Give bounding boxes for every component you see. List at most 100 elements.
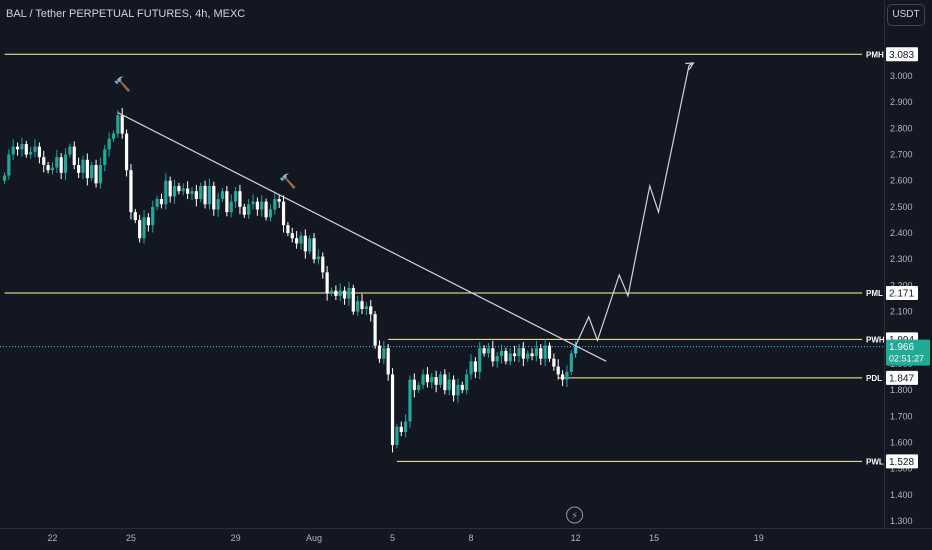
candle-body xyxy=(325,272,329,294)
candle-body xyxy=(277,199,281,202)
candle-body xyxy=(513,353,517,357)
candle-body xyxy=(172,185,177,197)
candle-body xyxy=(107,138,111,150)
candle-body xyxy=(133,212,137,220)
candle-body xyxy=(116,115,120,134)
candle-body xyxy=(386,348,390,375)
candle-body xyxy=(15,146,20,150)
candle-body xyxy=(539,348,543,359)
candle-body xyxy=(124,133,129,171)
candle-body xyxy=(390,374,395,446)
candle-body xyxy=(220,191,225,200)
trend-line xyxy=(117,112,607,362)
candle-body xyxy=(534,348,539,357)
candle-body xyxy=(181,188,185,192)
price-tick-label: 3.000 xyxy=(890,71,913,81)
current-price-value: 1.966 xyxy=(889,342,914,353)
candle-body xyxy=(199,185,203,200)
candle-body xyxy=(111,133,116,139)
candle-body xyxy=(447,379,451,391)
candle-body xyxy=(94,165,98,184)
candle-body xyxy=(565,371,569,380)
currency-button[interactable]: USDT xyxy=(887,4,925,26)
candle-body xyxy=(495,356,499,362)
candle-body xyxy=(225,191,229,213)
candle-body xyxy=(50,167,55,171)
hammer-icon: 🔨 xyxy=(114,76,131,93)
candle-body xyxy=(547,345,552,359)
price-tick-label: 1.800 xyxy=(890,385,913,395)
candle-body xyxy=(369,306,373,315)
candle-body xyxy=(155,199,159,207)
candle-body xyxy=(338,290,342,296)
candle-body xyxy=(77,165,81,173)
candle-body xyxy=(20,144,24,150)
candle-body xyxy=(356,301,360,312)
level-price-tag-pmh xyxy=(886,47,918,62)
candle-body xyxy=(482,348,486,354)
candle-body xyxy=(186,188,190,194)
candle-body xyxy=(504,350,508,362)
candle-body xyxy=(321,256,325,273)
candle-body xyxy=(395,426,399,446)
candle-body xyxy=(473,361,477,372)
candle-body xyxy=(456,384,460,396)
candle-body xyxy=(255,201,259,210)
candle-body xyxy=(552,358,556,367)
candle-body xyxy=(273,199,277,210)
lightning-icon[interactable]: ⚡ xyxy=(571,511,578,522)
candle-body xyxy=(312,238,316,260)
price-tick-label: 2.400 xyxy=(890,228,913,238)
candle-body xyxy=(377,345,382,359)
level-label-pmh: PMH xyxy=(866,50,884,59)
candle-body xyxy=(42,157,46,165)
candle-body xyxy=(238,191,242,207)
level-label-pml: PML xyxy=(866,289,883,298)
price-tick-label: 1.600 xyxy=(890,437,913,447)
candle-body xyxy=(251,201,255,205)
candle-body xyxy=(569,353,573,372)
level-price-pmh: 3.083 xyxy=(889,50,914,61)
candle-body xyxy=(146,217,150,226)
price-tick-label: 1.300 xyxy=(890,516,913,526)
candle-body xyxy=(194,191,198,200)
candle-body xyxy=(90,165,94,179)
candle-body xyxy=(425,374,430,383)
candle-body xyxy=(329,290,334,294)
candle-body xyxy=(469,361,473,375)
level-price-tag-pdl xyxy=(886,370,918,385)
level-label-pdl: PDL xyxy=(866,374,882,383)
candle-body xyxy=(268,209,273,218)
candle-body xyxy=(190,191,194,194)
candle-body xyxy=(233,191,238,202)
candle-body xyxy=(334,290,338,296)
candle-body xyxy=(316,256,321,260)
price-tick-label: 2.700 xyxy=(890,150,913,160)
candle-body xyxy=(142,217,146,239)
price-tick-label: 1.400 xyxy=(890,490,913,500)
level-price-tag-pwl xyxy=(886,454,918,469)
candle-body xyxy=(342,290,347,299)
candle-body xyxy=(421,374,425,385)
candle-body xyxy=(521,348,525,359)
level-price-pwl: 1.528 xyxy=(889,457,914,468)
time-axis-divider xyxy=(0,528,932,529)
time-tick-label: 19 xyxy=(754,533,764,543)
candle-body xyxy=(81,159,85,173)
candle-body xyxy=(412,379,416,391)
projection-path xyxy=(575,65,690,346)
candle-body xyxy=(164,180,168,205)
candle-body xyxy=(408,379,412,422)
candle-body xyxy=(207,185,212,205)
candle-body xyxy=(242,206,246,215)
level-price-tag-pml xyxy=(886,286,918,301)
level-label-pwh: PWH xyxy=(866,335,885,344)
level-price-pdl: 1.847 xyxy=(889,373,914,384)
candle-body xyxy=(212,185,216,210)
candle-body xyxy=(399,426,403,432)
candle-body xyxy=(308,238,312,252)
lightning-icon-ring[interactable] xyxy=(566,506,584,524)
time-tick-label: 8 xyxy=(469,533,474,543)
candle-body xyxy=(556,366,560,375)
